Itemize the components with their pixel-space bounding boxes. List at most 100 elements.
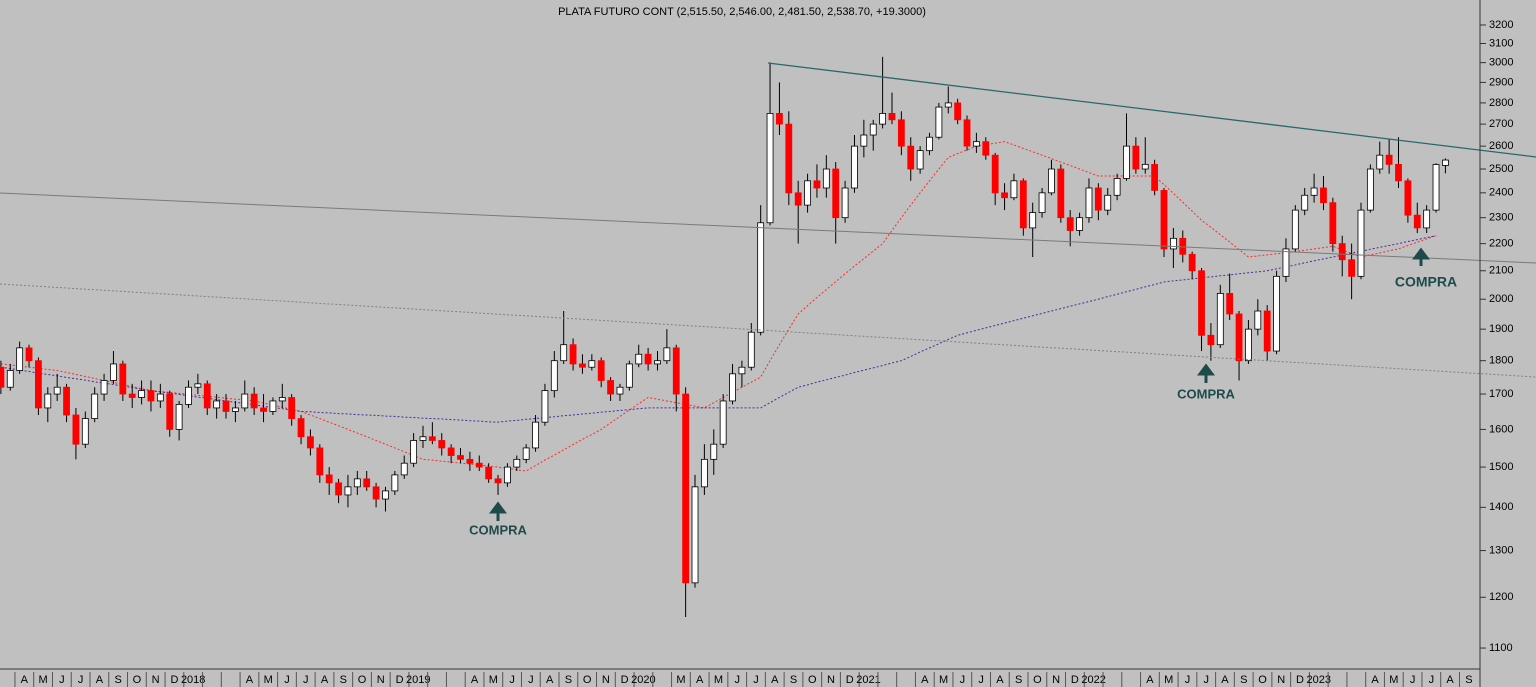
y-tick-label: 1500 xyxy=(1489,461,1513,473)
candle-body xyxy=(1348,259,1356,277)
x-tick-label: S xyxy=(1015,674,1022,686)
candle-body xyxy=(382,490,389,500)
y-tick-label: 2700 xyxy=(1489,118,1513,130)
candle-body xyxy=(1188,253,1196,272)
candle-body xyxy=(1029,212,1037,229)
x-tick-label: J xyxy=(303,674,309,686)
trend-line xyxy=(0,283,1536,378)
y-tick-label: 2800 xyxy=(1489,97,1513,109)
candle-body xyxy=(119,363,127,395)
candle-body xyxy=(1226,293,1234,315)
candle-body xyxy=(16,347,24,371)
candle-body xyxy=(1432,164,1440,211)
candle-body xyxy=(1198,270,1205,336)
candle-body xyxy=(513,458,521,468)
x-tick-label: A xyxy=(546,674,554,686)
candle-body xyxy=(1048,168,1055,194)
candle-body xyxy=(1076,217,1083,231)
x-tick-label: S xyxy=(790,674,797,686)
candle-body xyxy=(457,455,464,460)
candle-body xyxy=(138,390,145,398)
candle-body xyxy=(710,443,718,460)
candle-body xyxy=(363,478,371,488)
candle-body xyxy=(1245,328,1252,362)
candle-body xyxy=(700,458,708,488)
x-tick-label: D xyxy=(621,674,629,686)
candle-body xyxy=(973,141,980,147)
candle-body xyxy=(307,436,314,449)
candle-body xyxy=(1132,145,1140,170)
candle-body xyxy=(1385,154,1393,165)
candle-body xyxy=(485,466,493,480)
x-tick-label: J xyxy=(284,674,290,686)
candle-body xyxy=(954,102,962,121)
y-tick-label: 2600 xyxy=(1489,140,1513,152)
candle-body xyxy=(231,407,239,412)
candle-body xyxy=(1301,194,1309,211)
x-tick-label: 2021 xyxy=(856,674,880,686)
candle-body xyxy=(53,386,61,395)
candle-body xyxy=(1423,209,1431,229)
x-tick-label: 2019 xyxy=(406,674,430,686)
candle-body xyxy=(1019,180,1027,229)
resistance-line xyxy=(767,62,1536,158)
candle-body xyxy=(391,474,399,492)
arrow xyxy=(489,501,507,521)
candle-body xyxy=(128,393,136,398)
candle-body xyxy=(719,400,727,445)
x-tick-label: M xyxy=(264,674,273,686)
candle-body xyxy=(194,383,202,388)
candle-body xyxy=(35,360,42,409)
candle-body xyxy=(860,134,868,147)
candle-body xyxy=(241,393,249,409)
x-tick-label: A xyxy=(1146,674,1154,686)
y-tick-label: 2100 xyxy=(1489,265,1513,277)
candle-body xyxy=(0,366,5,388)
candle-body xyxy=(569,344,577,365)
candle-body xyxy=(72,414,80,445)
x-tick-label: O xyxy=(1258,674,1267,686)
candle-body xyxy=(1442,159,1449,166)
x-tick-label: J xyxy=(978,674,984,686)
moving-average xyxy=(0,235,1437,423)
candle-body xyxy=(1001,192,1008,199)
candle-body xyxy=(185,386,192,405)
y-tick-label: 2200 xyxy=(1489,238,1513,250)
y-tick-label: 1900 xyxy=(1489,323,1513,335)
candle-body xyxy=(588,360,596,368)
x-tick-label: J xyxy=(1429,674,1435,686)
candle-body xyxy=(344,486,352,496)
x-tick-label: N xyxy=(1052,674,1060,686)
candle-body xyxy=(222,400,230,412)
x-tick-label: N xyxy=(1277,674,1285,686)
candle-body xyxy=(738,366,746,375)
candle-body xyxy=(1329,202,1337,245)
candle-body xyxy=(1273,275,1280,352)
y-tick-label: 2000 xyxy=(1489,293,1513,305)
candle-body xyxy=(794,192,802,206)
candle-body xyxy=(100,380,108,395)
x-tick-label: 2022 xyxy=(1081,674,1105,686)
x-tick-label: A xyxy=(1446,674,1454,686)
candle-body xyxy=(1235,313,1243,362)
x-tick-label: J xyxy=(734,674,740,686)
candle-body xyxy=(560,344,568,362)
x-tick-label: J xyxy=(1203,674,1209,686)
x-tick-label: A xyxy=(1371,674,1379,686)
y-tick-label: 1400 xyxy=(1489,501,1513,513)
y-tick-label: 1200 xyxy=(1489,591,1513,603)
candle-body xyxy=(1066,217,1074,231)
candle-body xyxy=(1357,209,1365,277)
candle-body xyxy=(316,447,324,476)
candle-body xyxy=(63,386,70,416)
y-tick-label: 2900 xyxy=(1489,76,1513,88)
candle-body xyxy=(1320,187,1327,204)
candle-body xyxy=(110,363,117,381)
x-tick-label: 2020 xyxy=(631,674,655,686)
candle-body xyxy=(1310,187,1318,196)
candle-body xyxy=(175,404,183,430)
y-tick-label: 1100 xyxy=(1489,642,1513,654)
x-tick-label: D xyxy=(1071,674,1079,686)
y-tick-label: 3000 xyxy=(1489,57,1513,69)
